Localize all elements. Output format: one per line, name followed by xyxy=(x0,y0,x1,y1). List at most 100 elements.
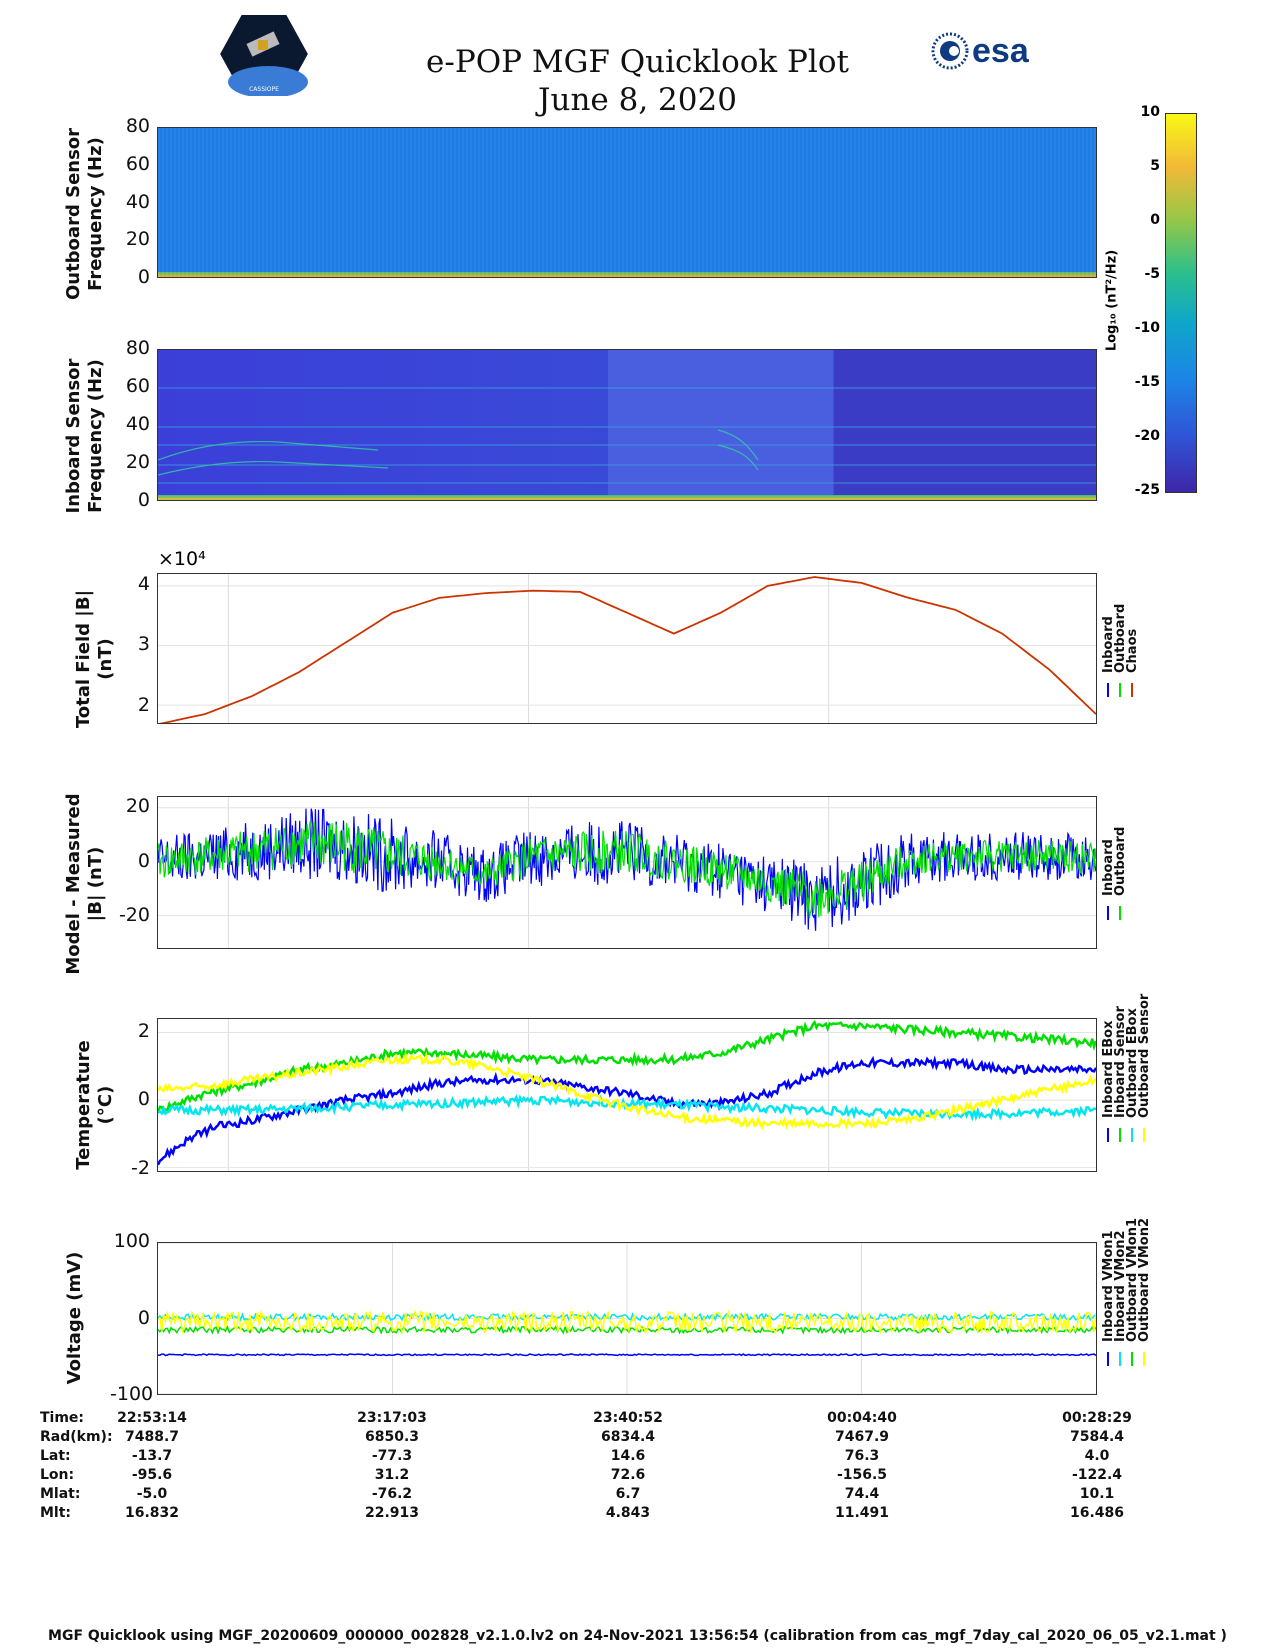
orbit-table: Time: Rad(km): Lat: Lon: Mlat: Mlt: 22:53:14 74… xyxy=(0,1410,1275,1530)
orbit-row-label: Rad(km): xyxy=(40,1429,113,1445)
outboard-ylabel: Outboard Sensor Frequency (Hz) xyxy=(63,127,106,301)
series-line-outboard xyxy=(157,821,1097,919)
y-tick-label: 0 xyxy=(137,849,150,872)
legend-swatch xyxy=(1131,1128,1133,1142)
orbit-cell: 7584.4 xyxy=(1069,1429,1125,1445)
orbit-cell: 16.486 xyxy=(1069,1505,1125,1521)
footer-caption: MGF Quicklook using MGF_20200609_000000_… xyxy=(48,1628,1227,1644)
legend-swatch xyxy=(1107,683,1109,697)
orbit-cell: -77.3 xyxy=(371,1448,413,1464)
orbit-cell: 23:40:52 xyxy=(593,1410,663,1426)
colorbar-tick-label: 10 xyxy=(1140,104,1160,120)
orbit-row-label: Mlt: xyxy=(40,1505,72,1521)
legend-swatch xyxy=(1143,1128,1145,1142)
legend-swatch xyxy=(1107,1352,1109,1366)
y-tick-label: 2 xyxy=(137,1019,150,1042)
model-measured-ylabel: Model - Measured |B| (nT) xyxy=(63,793,106,975)
orbit-cell: 14.6 xyxy=(610,1448,646,1464)
legend-swatch xyxy=(1107,1128,1109,1142)
series-line-chaos xyxy=(157,576,1097,726)
orbit-cell: -122.4 xyxy=(1071,1467,1123,1483)
y-tick-label: -20 xyxy=(118,904,150,927)
orbit-cell: 72.6 xyxy=(610,1467,646,1483)
inboard-ylabel: Inboard Sensor Frequency (Hz) xyxy=(63,358,106,514)
y-tick-label: 60 xyxy=(125,152,150,175)
orbit-cell: 6850.3 xyxy=(364,1429,420,1445)
y-tick-label: 0 xyxy=(137,1306,150,1329)
model-measured-panel xyxy=(157,796,1097,949)
y-tick-label: 40 xyxy=(125,190,150,213)
orbit-cell: 74.4 xyxy=(844,1486,880,1502)
inboard-spectrogram xyxy=(157,349,1097,501)
orbit-row-label: Lat: xyxy=(40,1448,71,1464)
legend-label: Chaos xyxy=(1125,628,1140,673)
orbit-cell: -156.5 xyxy=(836,1467,888,1483)
legend-label: Outboard xyxy=(1113,826,1128,896)
orbit-cell: 4.843 xyxy=(605,1505,651,1521)
y-tick-label: 80 xyxy=(125,115,150,137)
page-date: June 8, 2020 xyxy=(538,82,737,118)
y-tick-label: 0 xyxy=(137,1088,150,1111)
series-line-outboard-vmon2 xyxy=(157,1309,1097,1335)
orbit-cell: -13.7 xyxy=(131,1448,173,1464)
y-tick-label: 20 xyxy=(125,794,150,817)
legend-swatch xyxy=(1107,906,1109,920)
series-line-inboard-vmon2 xyxy=(157,1311,1097,1323)
orbit-cell: -5.0 xyxy=(136,1486,168,1502)
orbit-cell: 10.1 xyxy=(1079,1486,1115,1502)
legend-swatch xyxy=(1119,683,1121,697)
colorbar-tick-label: 0 xyxy=(1150,212,1160,228)
esa-logo-text: esa xyxy=(972,32,1029,70)
orbit-cell: 23:17:03 xyxy=(357,1410,427,1426)
orbit-cell: 22.913 xyxy=(364,1505,420,1521)
legend-swatch xyxy=(1119,906,1121,920)
orbit-cell: 4.0 xyxy=(1084,1448,1110,1464)
orbit-cell: 6834.4 xyxy=(600,1429,656,1445)
y-tick-label: 2 xyxy=(137,693,150,716)
series-line-outboard-sensor xyxy=(156,1050,1097,1131)
legend-swatch xyxy=(1143,1352,1145,1366)
orbit-row-label: Time: xyxy=(40,1410,85,1426)
y-tick-label: 0 xyxy=(137,489,150,511)
legend-label: Outboard VMon2 xyxy=(1137,1217,1152,1342)
model-measured-plot xyxy=(157,797,1097,948)
legend-swatch xyxy=(1119,1128,1121,1142)
colorbar-tick-label: -10 xyxy=(1134,320,1160,336)
y-tick-label: -2 xyxy=(131,1156,150,1179)
orbit-cell: 11.491 xyxy=(834,1505,890,1521)
orbit-cell: -95.6 xyxy=(131,1467,173,1483)
y-tick-label: 3 xyxy=(137,633,150,656)
colorbar xyxy=(1165,113,1197,493)
series-line-inboard-sensor xyxy=(156,1019,1098,1115)
orbit-cell: 76.3 xyxy=(844,1448,880,1464)
y-tick-label: 4 xyxy=(137,573,150,596)
orbit-cell: 00:28:29 xyxy=(1062,1410,1132,1426)
outboard-spectrogram xyxy=(157,127,1097,278)
y-tick-label: -100 xyxy=(110,1383,154,1405)
colorbar-tick-label: 5 xyxy=(1150,158,1160,174)
y-tick-label: 100 xyxy=(113,1230,150,1252)
legend-swatch xyxy=(1131,683,1133,697)
series-line-outboard-ebox xyxy=(157,1094,1097,1122)
colorbar-label: Log₁₀ (nT²/Hz) xyxy=(1104,249,1120,352)
colorbar-tick-label: -15 xyxy=(1134,374,1160,390)
total-field-panel xyxy=(157,573,1097,726)
temperature-plot xyxy=(156,1019,1098,1171)
legend-swatch xyxy=(1119,1352,1121,1366)
orbit-cell: 7488.7 xyxy=(124,1429,180,1445)
page-title: e-POP MGF Quicklook Plot xyxy=(426,44,849,80)
series-line-inboard xyxy=(157,808,1097,931)
legend-label: Outboard Sensor xyxy=(1137,993,1152,1118)
orbit-row-label: Lon: xyxy=(40,1467,75,1483)
y-tick-label: 60 xyxy=(125,375,150,397)
y-tick-label: 20 xyxy=(125,228,150,251)
total-field-plot xyxy=(157,574,1097,726)
esa-logo: esa xyxy=(930,30,1040,74)
temperature-panel xyxy=(156,1018,1098,1172)
orbit-cell: 16.832 xyxy=(124,1505,180,1521)
colorbar-tick-label: -5 xyxy=(1144,266,1160,282)
total-field-ylabel: Total Field |B| (nT) xyxy=(73,589,116,729)
y-tick-label: 80 xyxy=(125,337,150,359)
mission-logo: CASSIOPE xyxy=(217,12,311,98)
svg-text:CASSIOPE: CASSIOPE xyxy=(249,86,279,93)
